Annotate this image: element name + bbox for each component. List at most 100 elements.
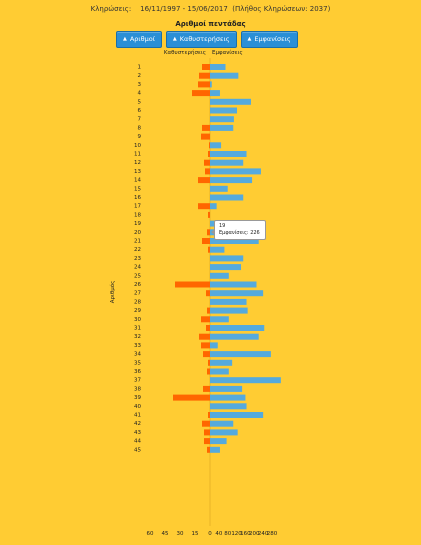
appearance-bar — [210, 351, 271, 358]
x-tick-label: 280 — [267, 531, 278, 537]
appearance-bar — [210, 333, 259, 340]
appearance-bar — [210, 72, 239, 79]
category-label: 25 — [134, 273, 141, 279]
appearance-bar — [210, 290, 264, 297]
x-tick-label: 240 — [258, 531, 269, 537]
category-label: 8 — [138, 125, 142, 131]
delay-bar — [209, 142, 210, 149]
category-label: 34 — [134, 352, 141, 358]
delay-bar — [175, 281, 210, 288]
tooltip: 19 Εμφανίσεις: 226 — [211, 220, 266, 240]
category-label: 12 — [134, 160, 141, 166]
category-label: 1 — [138, 65, 142, 71]
delay-bar — [207, 307, 210, 314]
appearance-bar — [210, 151, 247, 157]
appearance-bar — [210, 168, 261, 175]
appearance-bar — [210, 272, 229, 279]
category-label: 3 — [138, 82, 142, 88]
category-label: 39 — [134, 395, 141, 401]
delay-bar — [198, 177, 210, 184]
delay-bar — [208, 151, 210, 157]
delay-bar — [198, 203, 210, 210]
category-label: 42 — [134, 421, 141, 427]
category-label: 18 — [134, 212, 141, 218]
draws-header: Κληρώσεις: 16/11/1997 - 15/06/2017 (Πλήθ… — [0, 5, 421, 13]
delay-bar — [208, 246, 210, 253]
appearance-bar — [210, 238, 259, 244]
tab-appearances-label: Εμφανίσεις — [254, 35, 291, 43]
appearance-bar — [210, 177, 253, 184]
y-axis-label: Αριθμός — [109, 281, 116, 304]
delay-bar — [202, 124, 210, 131]
appearance-bar — [210, 316, 229, 323]
draws-range: 16/11/1997 - 15/06/2017 — [140, 5, 228, 13]
category-label: 38 — [134, 386, 141, 392]
category-label: 5 — [138, 99, 142, 105]
category-label: 45 — [134, 447, 141, 453]
delay-bar — [208, 211, 210, 218]
category-label: 31 — [134, 326, 141, 332]
chart-title: Αριθμοί πεντάδας — [175, 20, 246, 28]
tab-appearances[interactable]: ▲ Εμφανίσεις — [240, 31, 298, 48]
delay-bar — [204, 438, 210, 445]
sort-arrow-icon: ▲ — [247, 36, 252, 42]
appearance-bar — [210, 159, 244, 166]
category-label: 10 — [134, 143, 141, 149]
x-tick-label: 40 — [215, 531, 222, 537]
appearance-bar — [210, 307, 248, 314]
category-label: 22 — [134, 247, 141, 253]
appearance-bar — [210, 412, 264, 418]
delay-bar — [203, 385, 210, 392]
category-label: 24 — [134, 265, 141, 271]
appearance-bar — [210, 446, 220, 453]
x-tick-label: 30 — [177, 531, 184, 537]
sort-arrow-icon: ▲ — [123, 36, 127, 42]
x-tick-label: 15 — [192, 531, 199, 537]
delay-bar — [206, 325, 210, 331]
delay-bar — [202, 64, 210, 70]
category-label: 21 — [134, 239, 141, 245]
appearance-bar — [210, 342, 218, 349]
category-label: 37 — [134, 378, 141, 384]
appearance-bar — [210, 116, 234, 123]
appearance-bar — [210, 64, 226, 70]
appearance-bar — [210, 264, 241, 271]
draws-label: Κληρώσεις: — [90, 5, 132, 13]
category-label: 4 — [138, 91, 142, 97]
category-label: 28 — [134, 299, 141, 305]
delay-bar — [208, 412, 210, 418]
category-label: 16 — [134, 195, 141, 201]
delay-bar — [205, 168, 210, 175]
delay-bar — [198, 81, 210, 88]
category-label: 19 — [134, 221, 141, 227]
tab-delays[interactable]: ▲ Καθυστερήσεις — [165, 31, 237, 48]
tooltip-number: 19 — [219, 223, 226, 229]
delay-bar — [208, 359, 210, 366]
category-label: 14 — [134, 178, 141, 184]
appearance-bar — [210, 185, 228, 192]
tab-numbers[interactable]: ▲ Αριθμοί — [116, 31, 162, 48]
appearance-bar — [210, 124, 234, 131]
category-label: 41 — [134, 413, 141, 419]
appearance-bar — [210, 281, 257, 288]
delay-bar — [202, 420, 210, 427]
tab-delays-label: Καθυστερήσεις — [179, 35, 230, 43]
delay-bar — [207, 446, 210, 453]
category-label: 23 — [134, 256, 141, 262]
tooltip-value: Εμφανίσεις: 226 — [219, 230, 260, 236]
category-label: 11 — [134, 152, 141, 158]
category-label: 9 — [138, 134, 142, 140]
x-tick-label: 160 — [240, 531, 251, 537]
delay-bar — [173, 394, 210, 401]
category-label: 27 — [134, 291, 141, 297]
appearance-bar — [210, 81, 212, 88]
sort-tabs: ▲ Αριθμοί ▲ Καθυστερήσεις ▲ Εμφανίσεις — [116, 31, 298, 48]
category-label: 20 — [134, 230, 141, 236]
appearance-bar — [210, 394, 246, 401]
delay-bar — [204, 429, 210, 436]
category-label: 7 — [138, 117, 142, 123]
delay-bar — [201, 133, 210, 140]
x-tick-label: 200 — [249, 531, 260, 537]
category-label: 44 — [134, 439, 141, 445]
